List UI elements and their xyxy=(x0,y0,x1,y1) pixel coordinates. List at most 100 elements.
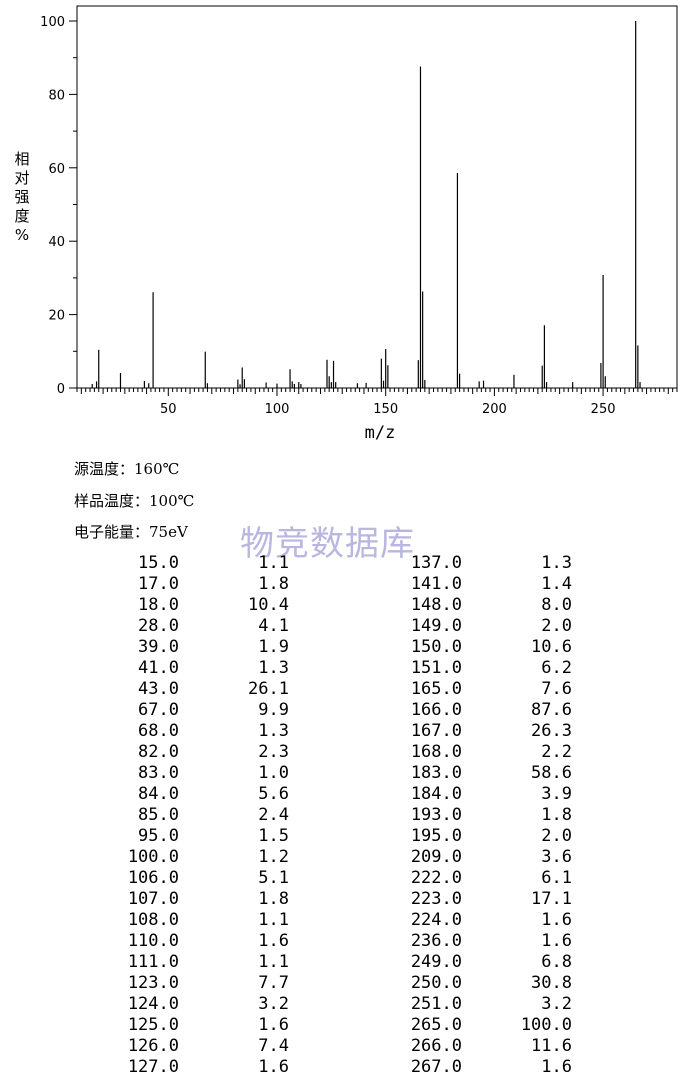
mz-value: 41.0 xyxy=(138,658,179,678)
source-temperature: 源温度：160℃ xyxy=(74,460,180,478)
relative-intensity-value: 6.8 xyxy=(541,952,572,972)
mz-value: 265.0 xyxy=(410,1015,462,1035)
relative-intensity-value: 2.0 xyxy=(541,826,572,846)
relative-intensity-value: 100.0 xyxy=(520,1015,572,1035)
mz-value: 126.0 xyxy=(127,1036,179,1056)
relative-intensity-value: 3.6 xyxy=(541,847,572,867)
relative-intensity-value: 5.6 xyxy=(258,784,289,804)
mz-value: 148.0 xyxy=(410,595,462,615)
y-tick-label: 80 xyxy=(48,88,65,103)
plot-frame xyxy=(76,5,678,389)
relative-intensity-value: 4.1 xyxy=(258,616,289,636)
relative-intensity-value: 1.5 xyxy=(258,826,289,846)
relative-intensity-value: 58.6 xyxy=(531,763,572,783)
mz-value: 107.0 xyxy=(127,889,179,909)
mz-value: 149.0 xyxy=(410,616,462,636)
y-axis-label-char: 强 xyxy=(14,188,30,206)
relative-intensity-value: 11.6 xyxy=(531,1036,572,1056)
watermark-logo: 物竞数据库 xyxy=(240,524,415,564)
electron-energy: 电子能量：75eV xyxy=(74,523,188,541)
relative-intensity-value: 8.0 xyxy=(541,595,572,615)
relative-intensity-value: 1.4 xyxy=(541,574,572,594)
relative-intensity-value: 1.3 xyxy=(258,658,289,678)
relative-intensity-value: 2.0 xyxy=(541,616,572,636)
relative-intensity-value: 1.1 xyxy=(258,952,289,972)
mz-value: 223.0 xyxy=(410,889,462,909)
relative-intensity-value: 1.8 xyxy=(258,574,289,594)
mz-value: 28.0 xyxy=(138,616,179,636)
relative-intensity-value: 5.1 xyxy=(258,868,289,888)
relative-intensity-value: 26.1 xyxy=(248,679,289,699)
x-axis-label: m/z xyxy=(364,423,396,443)
mz-value: 85.0 xyxy=(138,805,179,825)
mz-value: 106.0 xyxy=(127,868,179,888)
relative-intensity-value: 1.6 xyxy=(258,1015,289,1035)
mz-value: 95.0 xyxy=(138,826,179,846)
relative-intensity-value: 2.3 xyxy=(258,742,289,762)
y-tick-label: 100 xyxy=(40,15,65,30)
y-axis-label-char: 度 xyxy=(14,207,30,225)
mz-value: 224.0 xyxy=(410,910,462,930)
mz-value: 39.0 xyxy=(138,637,179,657)
mz-value: 183.0 xyxy=(410,763,462,783)
mz-value: 222.0 xyxy=(410,868,462,888)
relative-intensity-value: 3.9 xyxy=(541,784,572,804)
relative-intensity-value: 10.4 xyxy=(248,595,289,615)
relative-intensity-value: 1.3 xyxy=(541,553,572,573)
mz-value: 251.0 xyxy=(410,994,462,1014)
relative-intensity-value: 1.3 xyxy=(258,721,289,741)
y-axis-label: 相 对 强 度 % xyxy=(12,150,32,245)
y-tick-label: 60 xyxy=(48,162,65,177)
relative-intensity-value: 10.6 xyxy=(531,637,572,657)
mz-value: 111.0 xyxy=(127,952,179,972)
relative-intensity-value: 6.2 xyxy=(541,658,572,678)
x-tick-label: 200 xyxy=(482,402,507,417)
mz-value: 125.0 xyxy=(127,1015,179,1035)
x-tick-label: 150 xyxy=(373,402,398,417)
y-tick-label: 20 xyxy=(48,309,65,324)
relative-intensity-value: 1.6 xyxy=(258,931,289,951)
mz-value: 123.0 xyxy=(127,973,179,993)
mz-value: 67.0 xyxy=(138,700,179,720)
mz-value: 195.0 xyxy=(410,826,462,846)
relative-intensity-value: 1.9 xyxy=(258,637,289,657)
mz-value: 193.0 xyxy=(410,805,462,825)
mz-value: 84.0 xyxy=(138,784,179,804)
relative-intensity-value: 1.6 xyxy=(541,931,572,951)
mz-value: 15.0 xyxy=(138,553,179,573)
sample-temperature: 样品温度：100℃ xyxy=(74,492,195,510)
mz-value: 266.0 xyxy=(410,1036,462,1056)
mz-value: 167.0 xyxy=(410,721,462,741)
mz-value: 250.0 xyxy=(410,973,462,993)
mass-spectrum-chart: 50 100 150 200 250 0 20 40 60 80 100 xyxy=(40,5,678,417)
mz-value: 165.0 xyxy=(410,679,462,699)
mz-value: 110.0 xyxy=(127,931,179,951)
relative-intensity-value: 7.7 xyxy=(258,973,289,993)
relative-intensity-value: 30.8 xyxy=(531,973,572,993)
x-tick-label: 50 xyxy=(160,402,177,417)
relative-intensity-value: 1.8 xyxy=(258,889,289,909)
mz-value: 151.0 xyxy=(410,658,462,678)
relative-intensity-value: 6.1 xyxy=(541,868,572,888)
mz-value: 43.0 xyxy=(138,679,179,699)
relative-intensity-value: 2.2 xyxy=(541,742,572,762)
relative-intensity-value: 2.4 xyxy=(258,805,289,825)
mz-value: 150.0 xyxy=(410,637,462,657)
y-axis-label-char: 对 xyxy=(14,169,30,187)
relative-intensity-value: 1.6 xyxy=(258,1057,289,1077)
y-axis-label-char: % xyxy=(14,226,30,244)
mz-value: 108.0 xyxy=(127,910,179,930)
relative-intensity-value: 3.2 xyxy=(258,994,289,1014)
x-tick-label: 100 xyxy=(265,402,290,417)
mz-value: 82.0 xyxy=(138,742,179,762)
x-tick-label: 250 xyxy=(591,402,616,417)
mz-value: 236.0 xyxy=(410,931,462,951)
mz-value: 141.0 xyxy=(410,574,462,594)
relative-intensity-value: 87.6 xyxy=(531,700,572,720)
relative-intensity-value: 7.4 xyxy=(258,1036,289,1056)
relative-intensity-value: 3.2 xyxy=(541,994,572,1014)
mz-value: 166.0 xyxy=(410,700,462,720)
mz-value: 184.0 xyxy=(410,784,462,804)
relative-intensity-value: 1.6 xyxy=(541,910,572,930)
mz-value: 249.0 xyxy=(410,952,462,972)
